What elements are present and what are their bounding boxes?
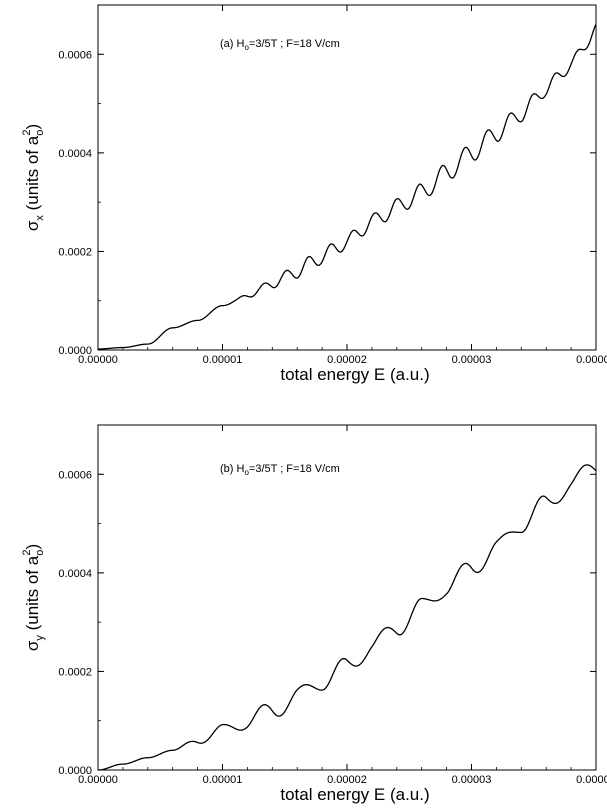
y-axis-label: σy (units of ao2) [21, 544, 46, 651]
chart-panel-b: 0.000000.000010.000020.000030.000040.000… [21, 425, 607, 804]
x-tick-label: 0.00001 [203, 354, 243, 366]
y-tick-label: 0.0002 [58, 246, 92, 258]
y-tick-label: 0.0006 [58, 49, 92, 61]
x-tick-label: 0.00004 [576, 354, 607, 366]
x-tick-label: 0.00003 [452, 774, 492, 786]
y-tick-label: 0.0004 [58, 568, 92, 580]
plot-frame [98, 425, 596, 770]
chart-panel-a: 0.000000.000010.000020.000030.000040.000… [21, 5, 607, 384]
x-axis-label: total energy E (a.u.) [280, 785, 429, 804]
series-line [98, 24, 596, 349]
panel-annotation: (b) Ho=3/5T ; F=18 V/cm [220, 463, 340, 477]
y-tick-label: 0.0000 [58, 345, 92, 357]
plot-frame [98, 5, 596, 350]
x-tick-label: 0.00004 [576, 774, 607, 786]
y-tick-label: 0.0002 [58, 666, 92, 678]
x-tick-label: 0.00003 [452, 354, 492, 366]
panel-annotation: (a) Ho=3/5T ; F=18 V/cm [220, 38, 340, 52]
y-tick-label: 0.0006 [58, 469, 92, 481]
y-axis-label: σx (units of ao2) [21, 124, 46, 231]
x-axis-label: total energy E (a.u.) [280, 365, 429, 384]
y-tick-label: 0.0004 [58, 148, 92, 160]
series-line [98, 465, 596, 770]
x-tick-label: 0.00001 [203, 774, 243, 786]
y-tick-label: 0.0000 [58, 765, 92, 777]
